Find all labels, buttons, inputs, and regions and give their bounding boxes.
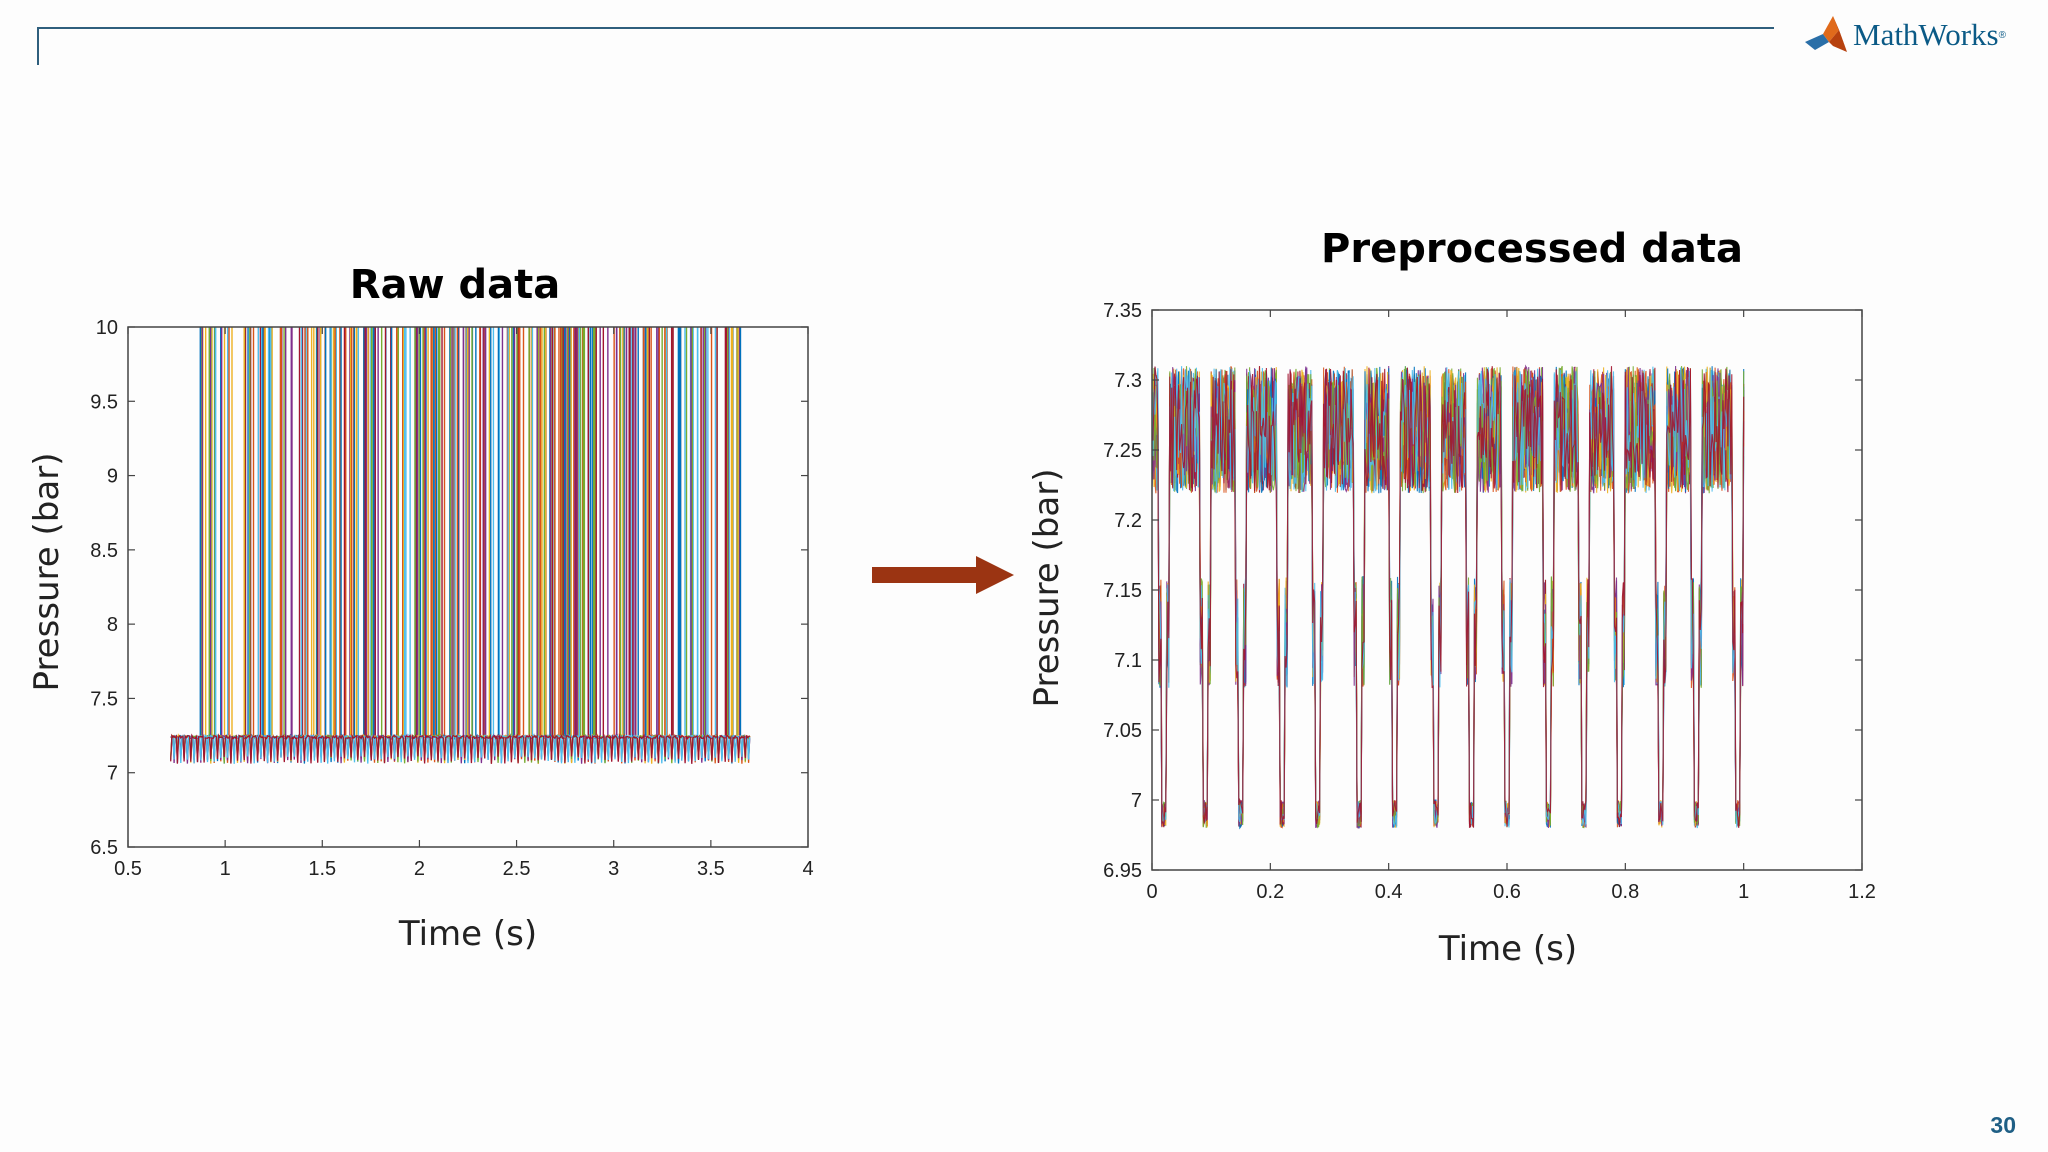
y-tick-label: 7 [1131,790,1142,812]
y-tick-label: 7.2 [1114,510,1142,532]
x-tick-label: 0.6 [1493,881,1521,903]
y-tick-label: 9 [107,466,118,488]
y-axis-label: Pressure (bar) [27,453,67,692]
chart-raw-data: Raw data 0.5 1 1.5 2 2.5 3 3.5 4 6.5 7 7.5 8 8.5 9 9.5… [27,262,814,954]
mathworks-logo: MathWorks ® [1803,10,2006,60]
x-tick-label: 3 [608,858,619,880]
y-tick-label: 7.25 [1103,440,1142,462]
x-tick-label: 2.5 [503,858,531,880]
x-axis-label: Time (s) [1438,929,1577,969]
x-tick-label: 1 [1738,881,1749,903]
x-tick-label: 0.4 [1375,881,1403,903]
y-tick-label: 8.5 [90,540,118,562]
plot-area [170,327,751,764]
x-tick-label: 0.5 [114,858,142,880]
y-tick-label: 6.5 [90,837,118,859]
x-tick-label: 3.5 [697,858,725,880]
y-tick-label: 9.5 [90,391,118,413]
x-tick-label: 0 [1146,881,1157,903]
x-tick-label: 1 [220,858,231,880]
arrow-icon [872,556,1014,594]
x-tick-label: 0.8 [1611,881,1639,903]
x-tick-label: 1.2 [1848,881,1876,903]
header-rule [37,27,1774,29]
x-axis-label: Time (s) [398,914,537,954]
series-line [1151,365,1745,828]
x-tick-label: 2 [414,858,425,880]
y-tick-label: 10 [96,317,118,339]
y-tick-label: 7 [107,763,118,785]
y-tick-label: 7.5 [90,688,118,710]
page-number: 30 [1990,1112,2016,1138]
chart-title: Raw data [350,262,560,308]
tick-layer: 0.5 1 1.5 2 2.5 3 3.5 4 6.5 7 7.5 8 8.5 9 9.5 10 [90,317,813,880]
plot-area [1151,364,1745,830]
x-tick-label: 1.5 [308,858,336,880]
series-line [170,733,751,764]
chart-preprocessed-data: Preprocessed data 0 0.2 0.4 0.6 0.8 1 1.2 6.95 7… [1027,226,1876,969]
header-rule-vertical [37,27,39,65]
logo-text: MathWorks [1853,17,1999,52]
axes-box [127,326,809,848]
y-tick-label: 7.1 [1114,650,1142,672]
logo-trademark: ® [1998,29,2006,41]
series-line [170,733,751,764]
y-tick-label: 7.3 [1114,370,1142,392]
series-line [1151,366,1745,828]
y-tick-label: 8 [107,614,118,636]
membrane-logo-icon [1805,16,1847,52]
y-tick-label: 7.05 [1103,720,1142,742]
tick-layer: 0 0.2 0.4 0.6 0.8 1 1.2 6.95 7 7.05 7.1 7.15 7.2 7.25… [1103,300,1876,903]
x-tick-label: 0.2 [1256,881,1284,903]
y-axis-label: Pressure (bar) [1027,469,1067,708]
y-tick-label: 7.35 [1103,300,1142,322]
y-tick-label: 7.15 [1103,580,1142,602]
y-tick-label: 6.95 [1103,860,1142,882]
x-tick-label: 4 [802,858,813,880]
chart-title: Preprocessed data [1321,226,1743,272]
